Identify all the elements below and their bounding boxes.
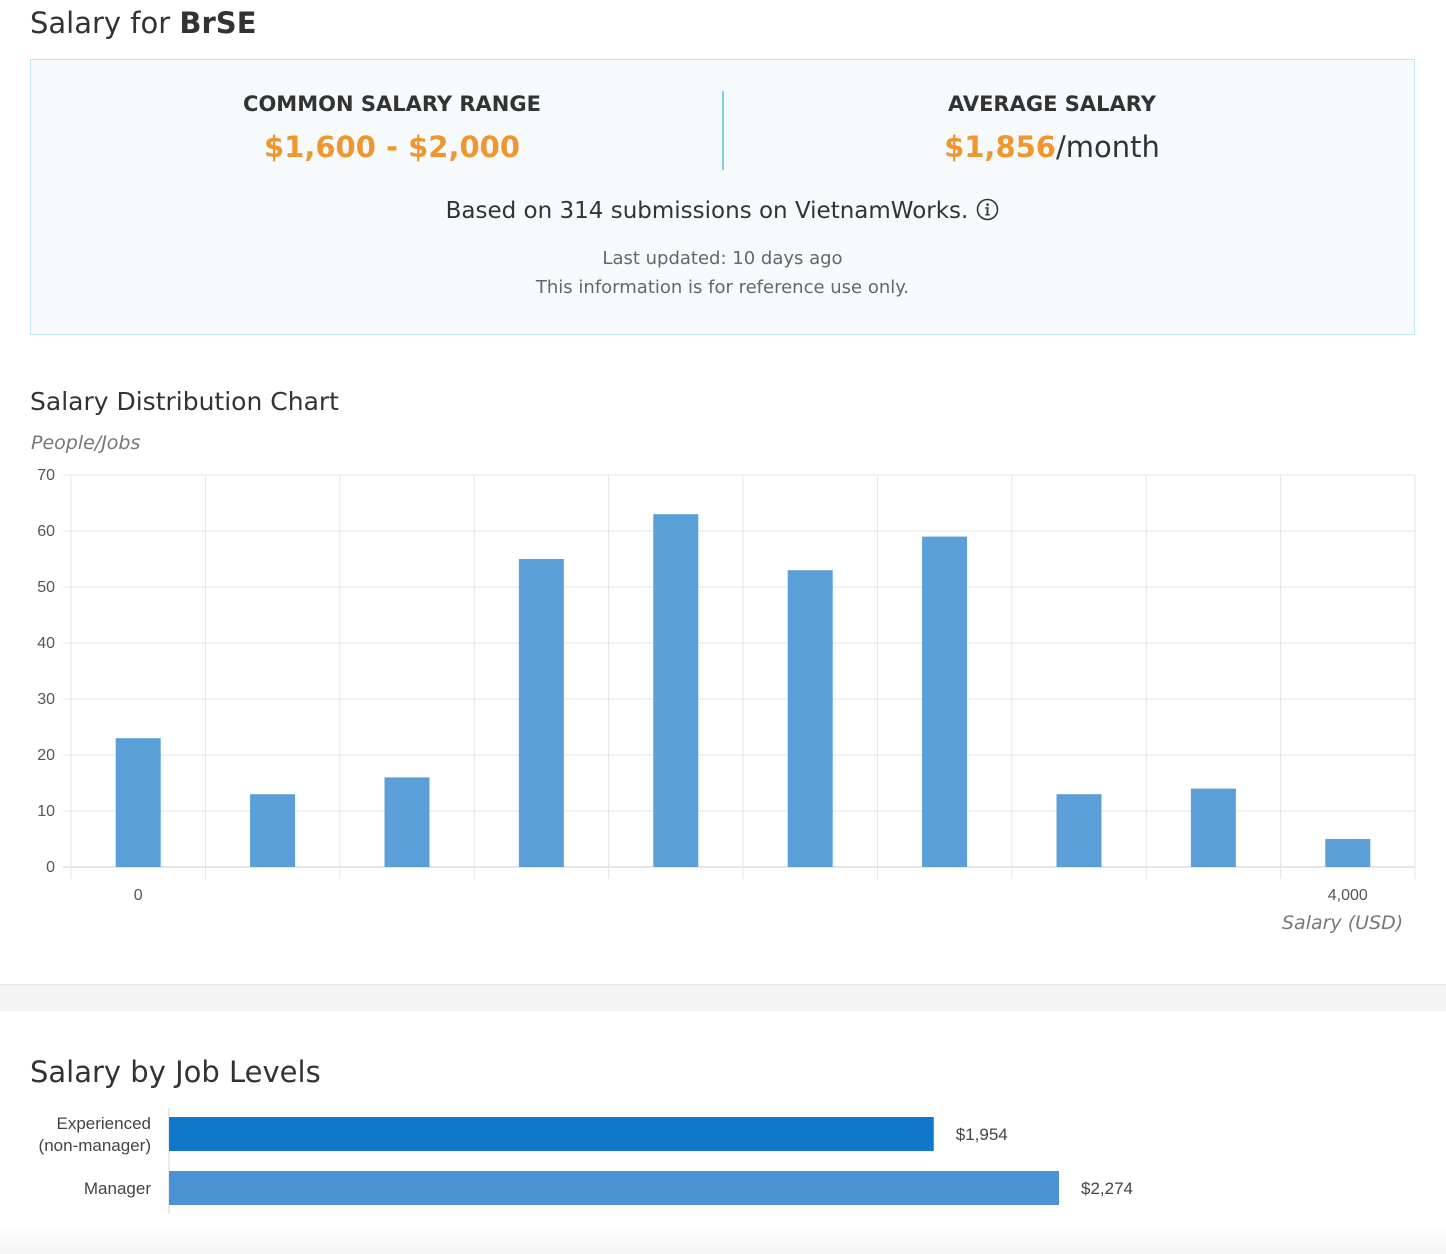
distribution-bar	[250, 794, 296, 867]
y-tick-label: 10	[37, 803, 55, 820]
distribution-bar	[1056, 794, 1102, 867]
average-salary-label: AVERAGE SALARY	[948, 92, 1156, 116]
page-title-prefix: Salary for	[30, 6, 180, 40]
distribution-bar	[1325, 839, 1371, 867]
distribution-chart-title: Salary Distribution Chart	[30, 387, 339, 416]
y-tick-label: 40	[37, 635, 55, 652]
distribution-bar	[787, 570, 833, 867]
y-tick-label: 60	[37, 523, 55, 540]
job-level-value-label: $2,274	[1081, 1179, 1133, 1198]
y-axis-label: People/Jobs	[31, 432, 141, 454]
distribution-bar	[115, 738, 161, 867]
y-tick-label: 30	[37, 691, 55, 708]
distribution-bar	[1190, 788, 1236, 867]
common-salary-range-value: $1,600 - $2,000	[263, 130, 521, 164]
distribution-bar	[384, 777, 430, 867]
job-role: BrSE	[179, 6, 257, 40]
job-level-category-label: Manager	[84, 1179, 151, 1198]
job-levels-title: Salary by Job Levels	[30, 1055, 321, 1089]
salary-by-job-level-chart: $1,954 Experienced (non-manager) $2,274 Mana…	[39, 1108, 1133, 1214]
average-salary-amount: $1,856	[944, 130, 1056, 164]
x-tick-label: 4,000	[1328, 887, 1368, 904]
salary-distribution-chart: 0 10 20 30 40 50 60 70 0 4,000	[37, 467, 1416, 904]
reference-disclaimer: This information is for reference use on…	[535, 277, 910, 298]
job-level-bar	[169, 1117, 934, 1151]
submissions-text: Based on 314 submissions on VietnamWorks…	[445, 198, 969, 224]
job-level-value-label: $1,954	[956, 1125, 1008, 1144]
section-separator	[0, 984, 1446, 1011]
average-salary-unit: /month	[1056, 130, 1160, 164]
average-salary-value: $1,856/month	[722, 130, 1382, 164]
salary-summary-card: COMMON SALARY RANGE $1,600 - $2,000 AVER…	[30, 59, 1415, 335]
distribution-bar	[653, 514, 699, 867]
distribution-bar	[922, 536, 968, 867]
info-circle-icon[interactable]	[976, 198, 999, 227]
job-level-category-label: Experienced (non-manager)	[39, 1114, 151, 1155]
y-tick-label: 0	[46, 859, 55, 876]
common-salary-range-label: COMMON SALARY RANGE	[243, 92, 541, 116]
y-tick-label: 20	[37, 747, 55, 764]
last-updated: Last updated: 10 days ago	[602, 248, 843, 269]
summary-divider	[722, 91, 724, 170]
distribution-bar	[518, 559, 564, 867]
submissions-note: Based on 314 submissions on VietnamWorks…	[31, 198, 1414, 227]
x-axis-label: Salary (USD)	[1282, 912, 1404, 934]
page-title: Salary for BrSE	[30, 6, 257, 40]
x-tick-label: 0	[134, 887, 143, 904]
y-tick-label: 70	[37, 467, 55, 484]
page-bottom-fade	[0, 1224, 1446, 1254]
y-tick-label: 50	[37, 579, 55, 596]
job-level-bar	[169, 1171, 1059, 1205]
